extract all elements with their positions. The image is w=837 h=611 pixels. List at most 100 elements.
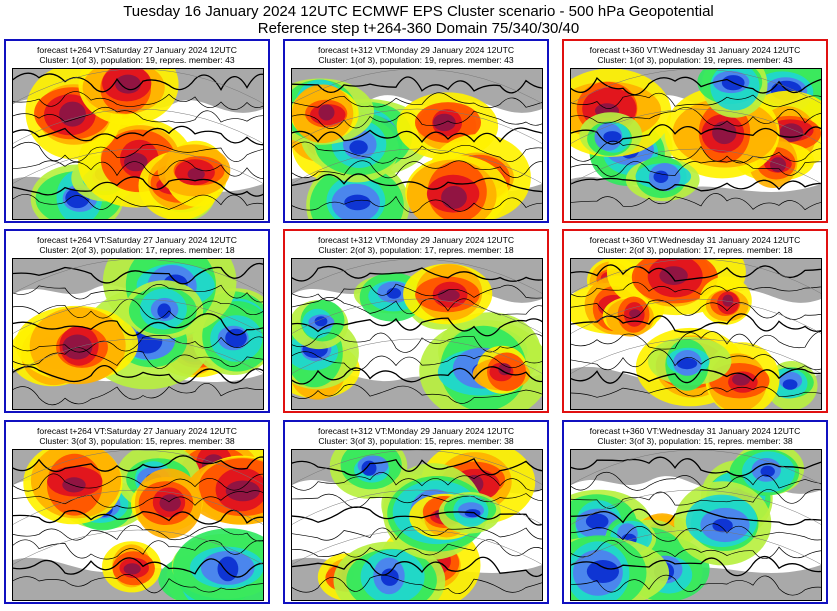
graticule-line	[292, 298, 542, 334]
panel-map	[12, 258, 264, 410]
anomaly-contour-fill	[437, 289, 460, 302]
geopotential-isoline	[571, 508, 821, 526]
geopotential-isoline	[13, 284, 263, 303]
graticule-line	[13, 489, 263, 525]
panel-cluster-label: Cluster: 2(of 3), population: 17, repres…	[318, 245, 514, 255]
chart-subtitle: Reference step t+264-360 Domain 75/340/3…	[257, 20, 580, 37]
graticule-line	[13, 450, 263, 485]
panel-forecast-label: forecast t+264 VT:Saturday 27 January 20…	[37, 426, 237, 436]
panel-forecast-label: forecast t+312 VT:Monday 29 January 2024…	[317, 45, 515, 55]
geopotential-isoline	[292, 472, 542, 492]
geopotential-isoline	[292, 556, 542, 578]
geopotential-isoline	[292, 92, 542, 108]
panel-cluster-label: Cluster: 3(of 3), population: 15, repres…	[39, 436, 235, 446]
graticule-line	[571, 489, 821, 525]
graticule-line	[571, 298, 821, 334]
anomaly-contour-fill	[782, 379, 798, 390]
geopotential-isoline	[292, 457, 542, 476]
graticule-line	[13, 148, 263, 184]
panel-cluster-label: Cluster: 1(of 3), population: 19, repres…	[318, 55, 514, 65]
geopotential-isoline	[13, 160, 263, 179]
geopotential-isoline	[292, 332, 542, 353]
geopotential-isoline	[292, 574, 542, 595]
geopotential-isoline	[571, 140, 821, 164]
panel-cluster2-t264: forecast t+264 VT:Saturday 27 January 20…	[4, 229, 270, 413]
anomaly-contour-fill	[62, 477, 86, 493]
graticule-line	[13, 259, 263, 294]
anomaly-map	[13, 259, 263, 409]
anomaly-contour-fill	[314, 316, 328, 327]
geopotential-isoline	[13, 107, 263, 123]
graticule-line	[571, 148, 821, 184]
anomaly-contour-fill	[157, 303, 171, 319]
geopotential-isoline	[292, 195, 542, 213]
panel-map	[570, 258, 822, 410]
panel-cluster3-t264: forecast t+264 VT:Saturday 27 January 20…	[4, 420, 270, 604]
anomaly-map	[571, 259, 821, 409]
geopotential-isoline	[571, 349, 821, 371]
geopotential-isoline	[292, 127, 542, 144]
geopotential-isoline	[13, 539, 263, 560]
panel-cluster1-t360: forecast t+360 VT:Wednesday 31 January 2…	[562, 39, 828, 223]
anomaly-map	[13, 450, 263, 600]
panel-map	[12, 449, 264, 601]
geopotential-isoline	[292, 539, 542, 558]
geopotential-isoline	[13, 125, 263, 146]
geopotential-isoline	[571, 539, 821, 559]
anomaly-contour-fill	[629, 309, 641, 318]
panel-forecast-label: forecast t+264 VT:Saturday 27 January 20…	[37, 235, 237, 245]
geopotential-isoline	[13, 383, 263, 406]
panel-cluster3-t360: forecast t+360 VT:Wednesday 31 January 2…	[562, 420, 828, 604]
anomaly-contour-fill	[159, 494, 181, 512]
geopotential-isoline	[292, 506, 542, 526]
panel-cluster3-t312: forecast t+312 VT:Monday 29 January 2024…	[283, 420, 549, 604]
graticule-line	[292, 450, 542, 485]
geopotential-isoline	[571, 456, 821, 477]
geopotential-isoline	[13, 313, 263, 337]
graticule-line	[13, 298, 263, 334]
anomaly-contour-fill	[225, 480, 260, 502]
geopotential-isoline	[571, 368, 821, 384]
panel-cluster-label: Cluster: 2(of 3), population: 17, repres…	[597, 245, 793, 255]
anomaly-contour-fill	[732, 373, 751, 386]
panel-map	[291, 449, 543, 601]
geopotential-isoline	[292, 283, 542, 302]
geopotential-isoline	[571, 177, 821, 192]
geopotential-isoline	[13, 298, 263, 320]
anomaly-contour-fill	[123, 563, 141, 575]
geopotential-isoline	[571, 124, 821, 145]
graticule-line	[571, 338, 821, 374]
geopotential-isoline	[292, 76, 542, 94]
anomaly-map	[292, 69, 542, 219]
anomaly-contour-fill	[676, 358, 698, 370]
graticule-line	[13, 529, 263, 565]
anomaly-map	[292, 259, 542, 409]
panel-cluster2-t360: forecast t+360 VT:Wednesday 31 January 2…	[562, 229, 828, 413]
anomaly-contour-fill	[712, 518, 733, 533]
graticule-line	[571, 108, 821, 144]
graticule-line	[571, 259, 821, 294]
geopotential-isoline	[13, 193, 263, 210]
geopotential-isoline	[13, 509, 263, 525]
geopotential-isoline	[571, 193, 821, 211]
anomaly-contour-fill	[380, 568, 399, 586]
geopotential-isoline	[292, 110, 542, 129]
anomaly-contour-fill	[603, 131, 622, 143]
geopotential-isoline	[13, 176, 263, 197]
geopotential-isoline	[13, 347, 263, 369]
geopotential-isoline	[292, 141, 542, 164]
geopotential-isoline	[13, 365, 263, 385]
graticule-line	[292, 259, 542, 294]
anomaly-contour-fill	[441, 185, 467, 209]
geopotential-isoline	[13, 455, 263, 473]
geopotential-isoline	[571, 92, 821, 109]
panel-cluster-label: Cluster: 3(of 3), population: 15, repres…	[597, 436, 793, 446]
geopotential-isoline	[571, 331, 821, 350]
panel-map	[291, 68, 543, 220]
anomaly-map	[571, 69, 821, 219]
anomaly-contour-fill	[712, 121, 737, 145]
anomaly-contour-fill	[585, 513, 609, 530]
geopotential-isoline	[292, 383, 542, 404]
panel-cluster-label: Cluster: 2(of 3), population: 17, repres…	[39, 245, 235, 255]
geopotential-isoline	[292, 493, 542, 508]
